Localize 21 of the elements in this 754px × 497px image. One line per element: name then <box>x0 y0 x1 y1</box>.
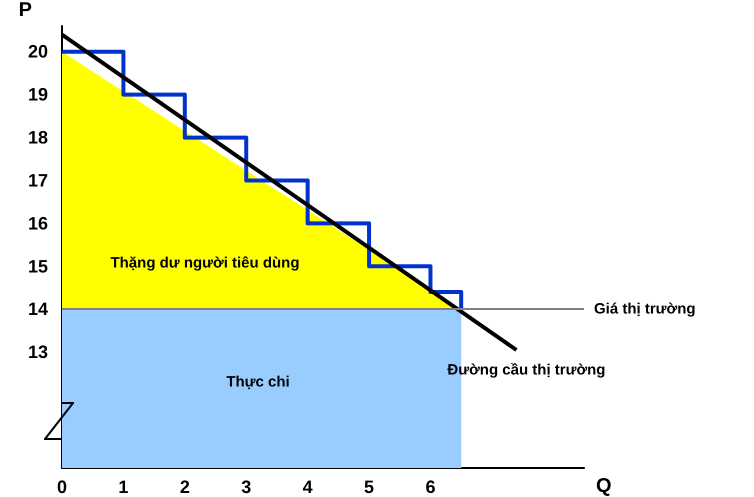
y-tick-label: 17 <box>28 170 48 190</box>
ref-line-label: Giá thị trường <box>594 300 696 318</box>
y-tick-label: 18 <box>28 128 48 148</box>
x-tick-label: 6 <box>425 477 436 497</box>
x-tick-label: 4 <box>302 477 313 497</box>
y-axis-title: P <box>18 0 32 21</box>
x-tick-label: 5 <box>364 477 374 497</box>
y-tick-label: 19 <box>28 84 48 105</box>
y-tick-label: 16 <box>28 213 48 234</box>
x-tick-label: 2 <box>180 477 190 497</box>
y-tick-label: 14 <box>28 299 48 320</box>
annotation: Thực chi <box>226 374 290 390</box>
x-axis-title: Q <box>596 475 612 497</box>
x-tick-label: 0 <box>56 477 68 497</box>
annotation: Thặng dư người tiêu dùng <box>110 254 300 272</box>
y-tick-label: 15 <box>28 256 48 276</box>
y-tick-label: 20 <box>28 42 48 62</box>
annotation: Đường cầu thị trường <box>447 361 606 378</box>
y-tick-label: 13 <box>28 342 48 362</box>
x-tick-label: 1 <box>118 477 128 497</box>
x-tick-label: 3 <box>241 477 252 497</box>
